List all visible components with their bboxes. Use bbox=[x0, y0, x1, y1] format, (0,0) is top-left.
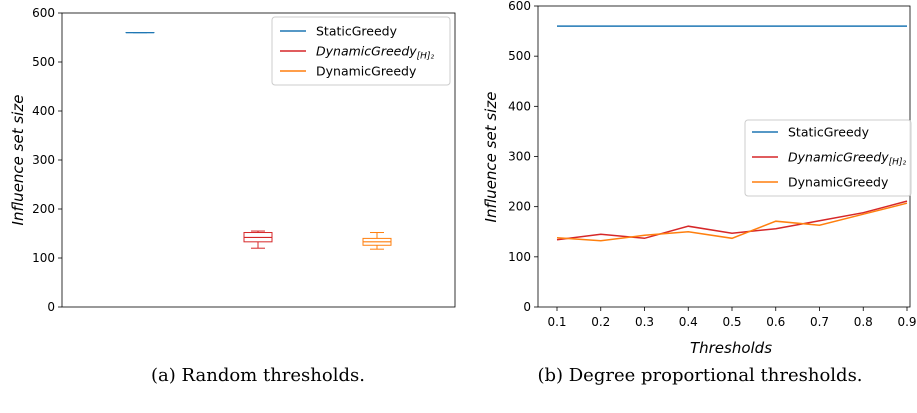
a-legend-label-1: DynamicGreedy[H]₂ bbox=[316, 44, 434, 62]
a-box-2 bbox=[362, 232, 392, 250]
legend-a: StaticGreedyDynamicGreedy[H]₂DynamicGree… bbox=[271, 16, 451, 86]
b-legend-subscript-1: [H]₂ bbox=[889, 158, 907, 168]
b-xtick-label-7: 0.8 bbox=[854, 315, 873, 329]
a-ytick-label-3: 300 bbox=[32, 153, 55, 167]
b-ytick-label-1: 100 bbox=[508, 250, 531, 264]
b-ytick-label-6: 600 bbox=[508, 0, 531, 13]
y-axis-b: 0 100 200 300 400 500 600 bbox=[508, 0, 538, 314]
a-legend-label-0: StaticGreedy bbox=[316, 24, 398, 39]
b-xtick-label-2: 0.3 bbox=[635, 315, 654, 329]
b-xtick-label-0: 0.1 bbox=[547, 315, 566, 329]
y-axis-a: 0 100 200 300 400 500 600 bbox=[32, 6, 62, 314]
a-ytick-label-6: 600 bbox=[32, 6, 55, 20]
lines-b bbox=[556, 25, 908, 242]
b-ytick-label-5: 500 bbox=[508, 49, 531, 63]
a-legend-frame bbox=[271, 16, 451, 86]
a-legend-label-2: DynamicGreedy bbox=[316, 64, 417, 79]
b-ytick-label-3: 300 bbox=[508, 150, 531, 164]
b-legend-label-1: DynamicGreedy[H]₂ bbox=[788, 150, 906, 168]
b-ytick-label-4: 400 bbox=[508, 99, 531, 113]
a-legend-subscript-1: [H]₂ bbox=[417, 52, 435, 62]
boxplots-a bbox=[125, 31, 392, 250]
legend-b: StaticGreedyDynamicGreedy[H]₂DynamicGree… bbox=[744, 119, 912, 197]
b-legend-label-2: DynamicGreedy bbox=[788, 175, 889, 190]
b-xtick-label-3: 0.4 bbox=[679, 315, 698, 329]
b-xtick-label-8: 0.9 bbox=[897, 315, 916, 329]
b-ytick-label-2: 200 bbox=[508, 200, 531, 214]
y-axis-label-b: Influence set size bbox=[482, 92, 500, 223]
b-ytick-label-0: 0 bbox=[523, 300, 531, 314]
panel-a-random-thresholds: 0 100 200 300 400 500 600 Influence set size S… bbox=[9, 6, 456, 386]
b-series-line-1 bbox=[556, 200, 908, 241]
x-axis-b: 0.1 0.2 0.3 0.4 0.5 0.6 0.7 0.8 0.9 bbox=[547, 307, 917, 329]
caption-a: (a) Random thresholds. bbox=[151, 365, 365, 386]
b-series-line-2 bbox=[556, 202, 908, 242]
a-ytick-label-0: 0 bbox=[47, 300, 55, 314]
b-xtick-label-1: 0.2 bbox=[591, 315, 610, 329]
a-ytick-label-4: 400 bbox=[32, 104, 55, 118]
caption-b: (b) Degree proportional thresholds. bbox=[537, 365, 862, 386]
b-legend-label-0: StaticGreedy bbox=[788, 125, 870, 140]
a-box-1 bbox=[243, 230, 273, 249]
a-ytick-label-2: 200 bbox=[32, 202, 55, 216]
y-axis-label-a: Influence set size bbox=[9, 95, 27, 226]
a-ytick-label-1: 100 bbox=[32, 251, 55, 265]
a-ytick-label-5: 500 bbox=[32, 55, 55, 69]
b-legend-frame bbox=[744, 119, 912, 197]
b-xtick-label-5: 0.6 bbox=[766, 315, 785, 329]
b-xtick-label-4: 0.5 bbox=[722, 315, 741, 329]
b-xtick-label-6: 0.7 bbox=[810, 315, 829, 329]
x-axis-label-b: Thresholds bbox=[690, 339, 772, 357]
